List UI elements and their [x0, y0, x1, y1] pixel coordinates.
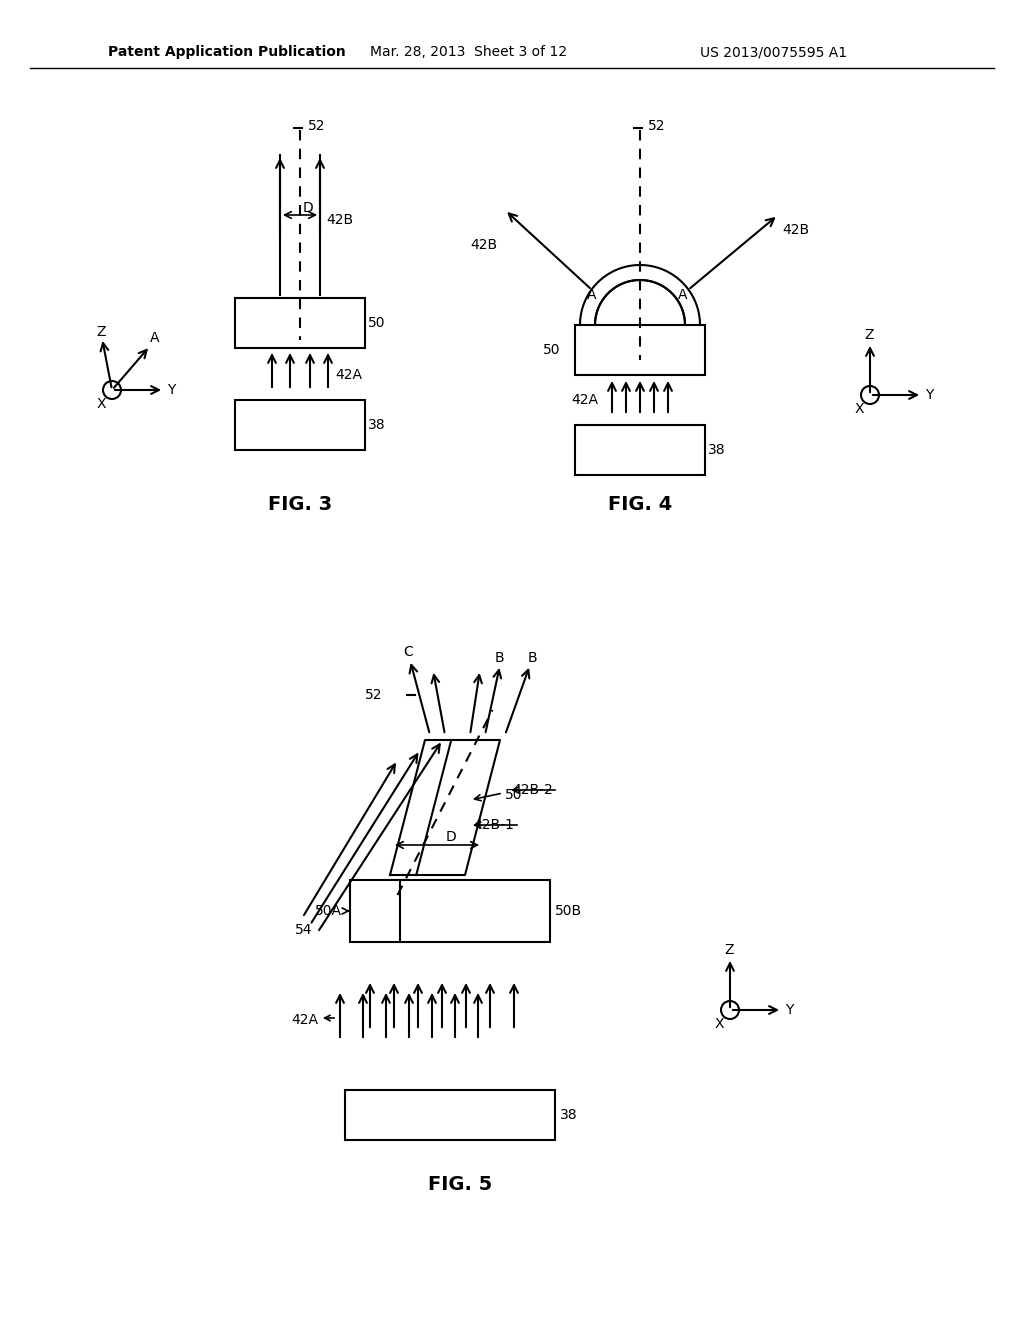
Text: FIG. 4: FIG. 4: [608, 495, 672, 515]
Text: Y: Y: [167, 383, 175, 397]
Text: FIG. 3: FIG. 3: [268, 495, 332, 515]
Text: 42B-2: 42B-2: [512, 783, 553, 797]
Bar: [575, 325, 705, 375]
Text: Mar. 28, 2013  Sheet 3 of 12: Mar. 28, 2013 Sheet 3 of 12: [370, 45, 567, 59]
Bar: [234, 400, 365, 450]
Text: US 2013/0075595 A1: US 2013/0075595 A1: [700, 45, 847, 59]
Text: Z: Z: [724, 942, 733, 957]
Text: Patent Application Publication: Patent Application Publication: [108, 45, 346, 59]
Text: 42B: 42B: [470, 238, 497, 252]
Text: 50: 50: [368, 315, 385, 330]
Text: 42A: 42A: [291, 1012, 318, 1027]
Text: FIG. 5: FIG. 5: [428, 1176, 493, 1195]
Bar: [575, 425, 705, 475]
Text: 38: 38: [560, 1107, 578, 1122]
Text: D: D: [446, 830, 457, 843]
Text: Z: Z: [864, 327, 873, 342]
Bar: [234, 298, 365, 348]
Text: B: B: [495, 651, 505, 665]
Text: 42B: 42B: [326, 213, 353, 227]
Text: 42B: 42B: [782, 223, 809, 238]
Text: 50A: 50A: [315, 904, 342, 917]
Text: C: C: [403, 645, 413, 659]
Text: 38: 38: [708, 444, 726, 457]
Text: 50B: 50B: [555, 904, 582, 917]
Text: A: A: [678, 288, 687, 302]
Text: A: A: [150, 331, 160, 345]
Text: 42A: 42A: [571, 393, 598, 407]
Text: 52: 52: [365, 688, 383, 702]
Text: 52: 52: [648, 119, 666, 133]
Text: 54: 54: [295, 923, 312, 937]
Bar: [345, 1090, 555, 1140]
Text: 52: 52: [308, 119, 326, 133]
Text: 50: 50: [505, 788, 522, 803]
Text: X: X: [715, 1016, 725, 1031]
Text: 50: 50: [543, 343, 560, 356]
Text: X: X: [97, 397, 106, 411]
Bar: [350, 880, 550, 942]
Text: D: D: [303, 201, 313, 215]
Text: X: X: [855, 403, 864, 416]
Text: A: A: [587, 288, 597, 302]
Text: B: B: [528, 651, 538, 665]
Text: 38: 38: [368, 418, 386, 432]
Text: 42B-1: 42B-1: [473, 818, 514, 832]
Text: 42A: 42A: [335, 368, 362, 381]
Text: Y: Y: [785, 1003, 794, 1016]
Text: Z: Z: [96, 325, 105, 339]
Text: Y: Y: [925, 388, 933, 403]
